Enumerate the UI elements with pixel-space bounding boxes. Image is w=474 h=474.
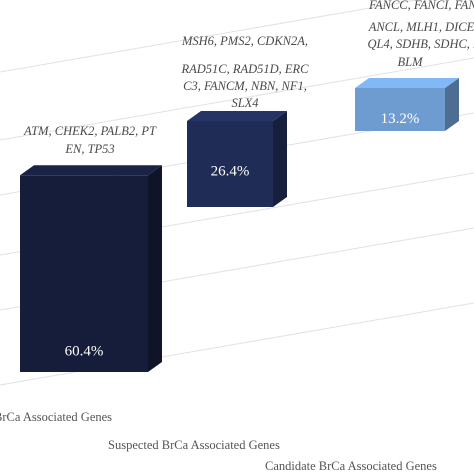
annotation: FANCC, FANCI, FANCL, [368, 0, 474, 12]
annotation: QL4, SDHB, SDHC, BRI [368, 37, 474, 51]
bar-side [148, 165, 162, 372]
bar-top [187, 111, 287, 122]
annotation: C3, FANCM, NBN, NF1, [183, 79, 307, 93]
bar [187, 121, 273, 207]
bar [20, 175, 148, 372]
annotation: ANCL, MLH1, DICER1, [368, 20, 474, 34]
x-tick-label: Candidate BrCa Associated Genes [265, 459, 437, 473]
perspective-line [0, 0, 420, 73]
value-label: 13.2% [381, 111, 420, 127]
bar-side [273, 111, 287, 207]
annotation: BLM [398, 55, 424, 69]
bar-side [445, 78, 459, 131]
annotation: MSH6, PMS2, CDKN2A, [181, 34, 308, 48]
bar-top [355, 78, 459, 89]
annotation: SLX4 [231, 96, 258, 110]
perspective-line [0, 57, 474, 141]
x-tick-label: Suspected BrCa Associated Genes [108, 438, 280, 452]
annotation: ATM, CHEK2, PALB2, PT [23, 124, 157, 138]
value-label: 60.4% [65, 343, 104, 359]
x-tick-label: BrCa Associated Genes [0, 410, 112, 424]
annotation: RAD51C, RAD51D, ERC [180, 62, 309, 76]
bar-top [20, 165, 162, 176]
value-label: 26.4% [211, 163, 250, 179]
annotation: EN, TP53 [64, 142, 114, 156]
bar [355, 88, 445, 131]
